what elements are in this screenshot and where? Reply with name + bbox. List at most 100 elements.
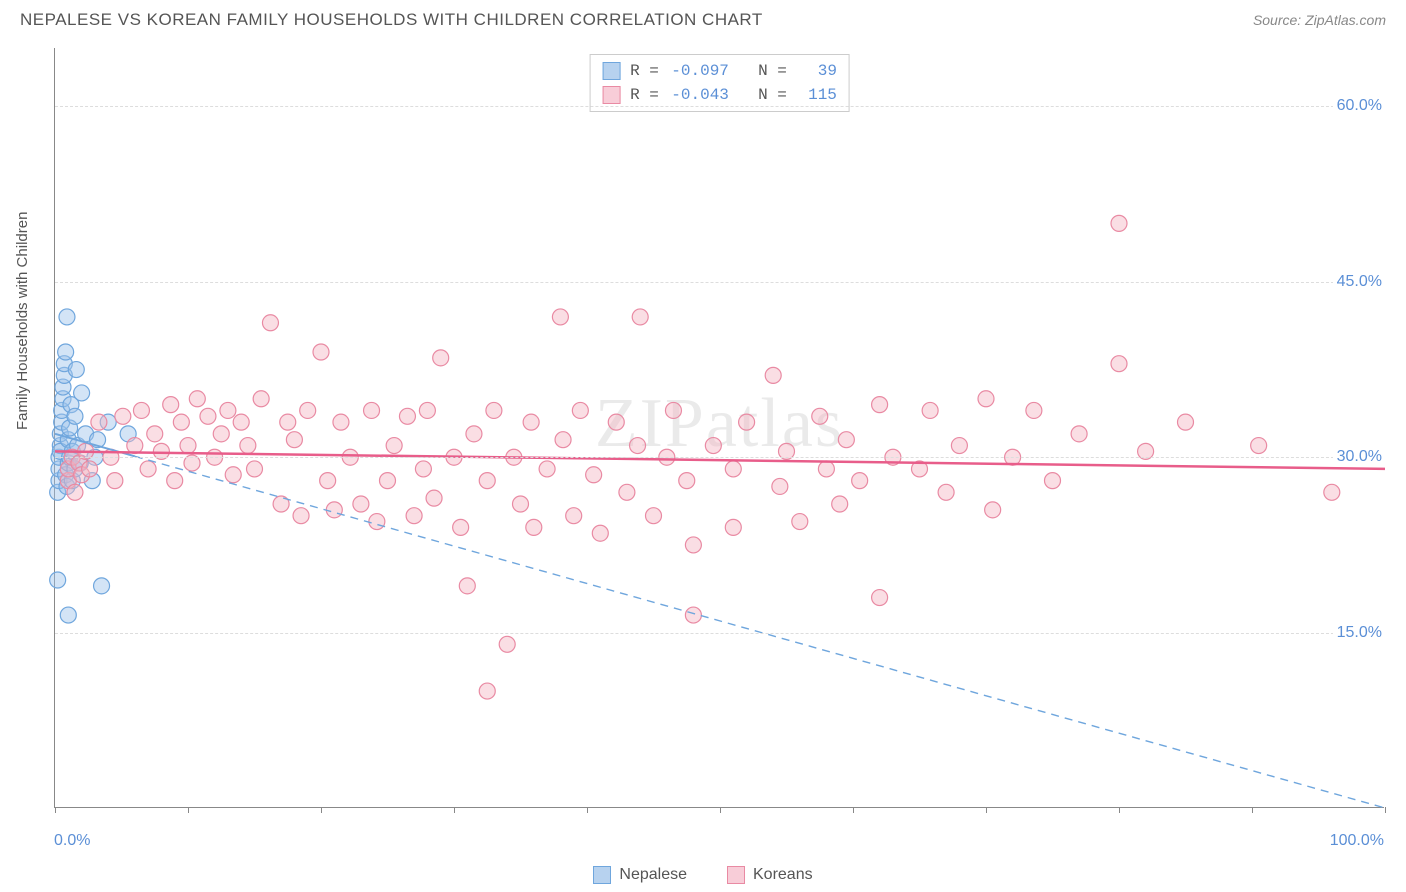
legend-swatch — [602, 62, 620, 80]
x-tick — [55, 807, 56, 813]
data-point — [523, 414, 539, 430]
data-point — [818, 461, 834, 477]
data-point — [74, 385, 90, 401]
data-point — [406, 508, 422, 524]
data-point — [419, 402, 435, 418]
data-point — [765, 367, 781, 383]
data-point — [838, 432, 854, 448]
stat-r-label: R = — [630, 59, 659, 83]
data-point — [320, 473, 336, 489]
x-tick — [587, 807, 588, 813]
y-tick-label: 30.0% — [1333, 448, 1386, 466]
data-point — [399, 408, 415, 424]
data-point — [453, 519, 469, 535]
legend-item: Nepalese — [593, 866, 687, 884]
data-point — [539, 461, 555, 477]
data-point — [608, 414, 624, 430]
data-point — [58, 344, 74, 360]
data-point — [333, 414, 349, 430]
data-point — [665, 402, 681, 418]
legend-item: Koreans — [727, 866, 813, 884]
data-point — [646, 508, 662, 524]
data-point — [286, 432, 302, 448]
data-point — [213, 426, 229, 442]
data-point — [59, 309, 75, 325]
data-point — [107, 473, 123, 489]
data-point — [630, 438, 646, 454]
y-axis-label: Family Households with Children — [14, 212, 31, 430]
data-point — [91, 414, 107, 430]
data-point — [479, 473, 495, 489]
data-point — [225, 467, 241, 483]
data-point — [380, 473, 396, 489]
stat-n-value: 115 — [797, 83, 837, 107]
data-point — [369, 514, 385, 530]
data-point — [685, 537, 701, 553]
source-attribution: Source: ZipAtlas.com — [1253, 12, 1386, 28]
data-point — [433, 350, 449, 366]
data-point — [679, 473, 695, 489]
data-point — [262, 315, 278, 331]
x-axis-max-label: 100.0% — [1330, 832, 1384, 850]
stats-legend-row: R =-0.043 N =115 — [602, 83, 837, 107]
data-point — [300, 402, 316, 418]
data-point — [280, 414, 296, 430]
chart-title: NEPALESE VS KOREAN FAMILY HOUSEHOLDS WIT… — [20, 10, 763, 30]
y-tick-label: 15.0% — [1333, 624, 1386, 642]
data-point — [1111, 356, 1127, 372]
data-point — [985, 502, 1001, 518]
data-point — [180, 438, 196, 454]
data-point — [938, 484, 954, 500]
gridline — [55, 633, 1384, 634]
data-point — [1178, 414, 1194, 430]
data-point — [572, 402, 588, 418]
data-point — [555, 432, 571, 448]
data-point — [466, 426, 482, 442]
data-point — [1324, 484, 1340, 500]
gridline — [55, 282, 1384, 283]
data-point — [115, 408, 131, 424]
data-point — [200, 408, 216, 424]
data-point — [247, 461, 263, 477]
data-point — [82, 461, 98, 477]
data-point — [67, 484, 83, 500]
data-point — [978, 391, 994, 407]
data-point — [220, 402, 236, 418]
data-point — [832, 496, 848, 512]
data-point — [772, 478, 788, 494]
x-tick — [853, 807, 854, 813]
x-tick — [986, 807, 987, 813]
data-point — [189, 391, 205, 407]
data-point — [133, 402, 149, 418]
x-tick — [1385, 807, 1386, 813]
data-point — [1026, 402, 1042, 418]
stats-legend-box: R =-0.097 N =39R =-0.043 N =115 — [589, 54, 850, 112]
data-point — [147, 426, 163, 442]
stat-n-label: N = — [739, 59, 787, 83]
legend-swatch — [593, 866, 611, 884]
data-point — [386, 438, 402, 454]
data-point — [872, 397, 888, 413]
data-point — [552, 309, 568, 325]
data-point — [872, 590, 888, 606]
data-point — [313, 344, 329, 360]
data-point — [1251, 438, 1267, 454]
data-point — [293, 508, 309, 524]
data-point — [167, 473, 183, 489]
stat-n-label: N = — [739, 83, 787, 107]
data-point — [739, 414, 755, 430]
data-point — [725, 519, 741, 535]
data-point — [486, 402, 502, 418]
data-point — [792, 514, 808, 530]
data-point — [233, 414, 249, 430]
data-point — [632, 309, 648, 325]
data-point — [1071, 426, 1087, 442]
data-point — [566, 508, 582, 524]
data-point — [67, 408, 83, 424]
data-point — [364, 402, 380, 418]
stat-r-value: -0.097 — [669, 59, 729, 83]
data-point — [705, 438, 721, 454]
data-point — [685, 607, 701, 623]
legend-swatch — [602, 86, 620, 104]
data-point — [812, 408, 828, 424]
